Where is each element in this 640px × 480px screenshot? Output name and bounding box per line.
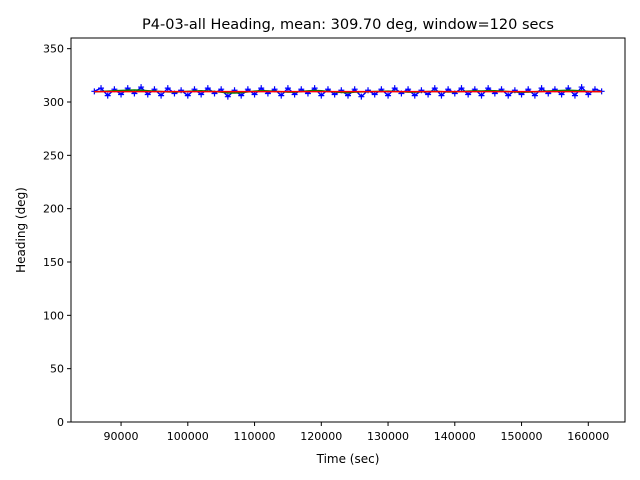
series-raw-point	[184, 92, 191, 99]
x-tick-label: 120000	[300, 430, 342, 443]
series-raw-point	[425, 91, 432, 98]
chart-title: P4-03-all Heading, mean: 309.70 deg, win…	[142, 17, 554, 33]
series-raw-point	[138, 84, 145, 91]
y-tick-label: 0	[57, 416, 64, 429]
y-tick-label: 50	[50, 363, 64, 376]
series-raw-point	[345, 92, 351, 99]
axes-frame	[70, 37, 626, 423]
y-tick-label: 200	[43, 203, 64, 216]
series-raw-point	[585, 91, 592, 98]
series-raw-point	[558, 91, 565, 98]
y-tick-label: 350	[43, 43, 64, 56]
series-raw-point	[538, 85, 545, 92]
series-raw-point	[144, 91, 151, 98]
y-tick-label: 300	[43, 96, 64, 109]
y-tick-label: 100	[43, 309, 64, 322]
x-tick-label: 130000	[367, 430, 409, 443]
series-raw-point	[571, 92, 578, 99]
x-axis: 90000 100000 110000 120000 130000 140000 15000…	[104, 422, 609, 443]
x-tick-label: 150000	[501, 430, 543, 443]
series-raw-point	[465, 91, 472, 98]
y-tick-label: 250	[43, 149, 64, 162]
series-raw-point	[251, 91, 258, 98]
series-raw-point	[98, 85, 105, 92]
series-raw-point	[438, 92, 445, 99]
y-axis-label: Heading (deg)	[14, 187, 28, 273]
series-raw-point	[158, 92, 165, 99]
series-raw-point	[238, 92, 245, 99]
series-raw-point	[118, 91, 125, 98]
series-raw-point	[578, 84, 585, 91]
series-raw-point	[204, 85, 211, 92]
series-raw-point	[284, 85, 291, 92]
series-raw-point	[505, 92, 512, 99]
series-raw-point	[458, 85, 465, 92]
x-tick-label: 140000	[434, 430, 476, 443]
x-tick-label: 90000	[104, 430, 139, 443]
series-raw-point	[318, 92, 325, 99]
series-raw-point	[385, 92, 392, 99]
series-raw-point	[411, 92, 418, 99]
series-raw-point	[278, 92, 285, 99]
series-raw-point	[478, 92, 485, 99]
series-raw-point	[431, 85, 438, 92]
series-raw-point	[198, 91, 205, 98]
x-tick-label: 110000	[234, 430, 276, 443]
x-axis-label: Time (sec)	[316, 452, 380, 466]
series-raw-point	[104, 92, 111, 99]
series-raw-point	[371, 91, 378, 98]
x-tick-label: 160000	[567, 430, 609, 443]
series-raw-point	[391, 85, 398, 92]
y-axis: 0 50 100 150 200 250 300 350	[43, 43, 71, 429]
x-tick-label: 100000	[167, 430, 209, 443]
y-tick-label: 150	[43, 256, 64, 269]
series-raw-point	[531, 92, 538, 99]
series-raw-point	[224, 93, 231, 100]
series-raw-point	[358, 93, 365, 100]
series-raw-point	[164, 85, 171, 92]
plot-area	[91, 84, 605, 100]
